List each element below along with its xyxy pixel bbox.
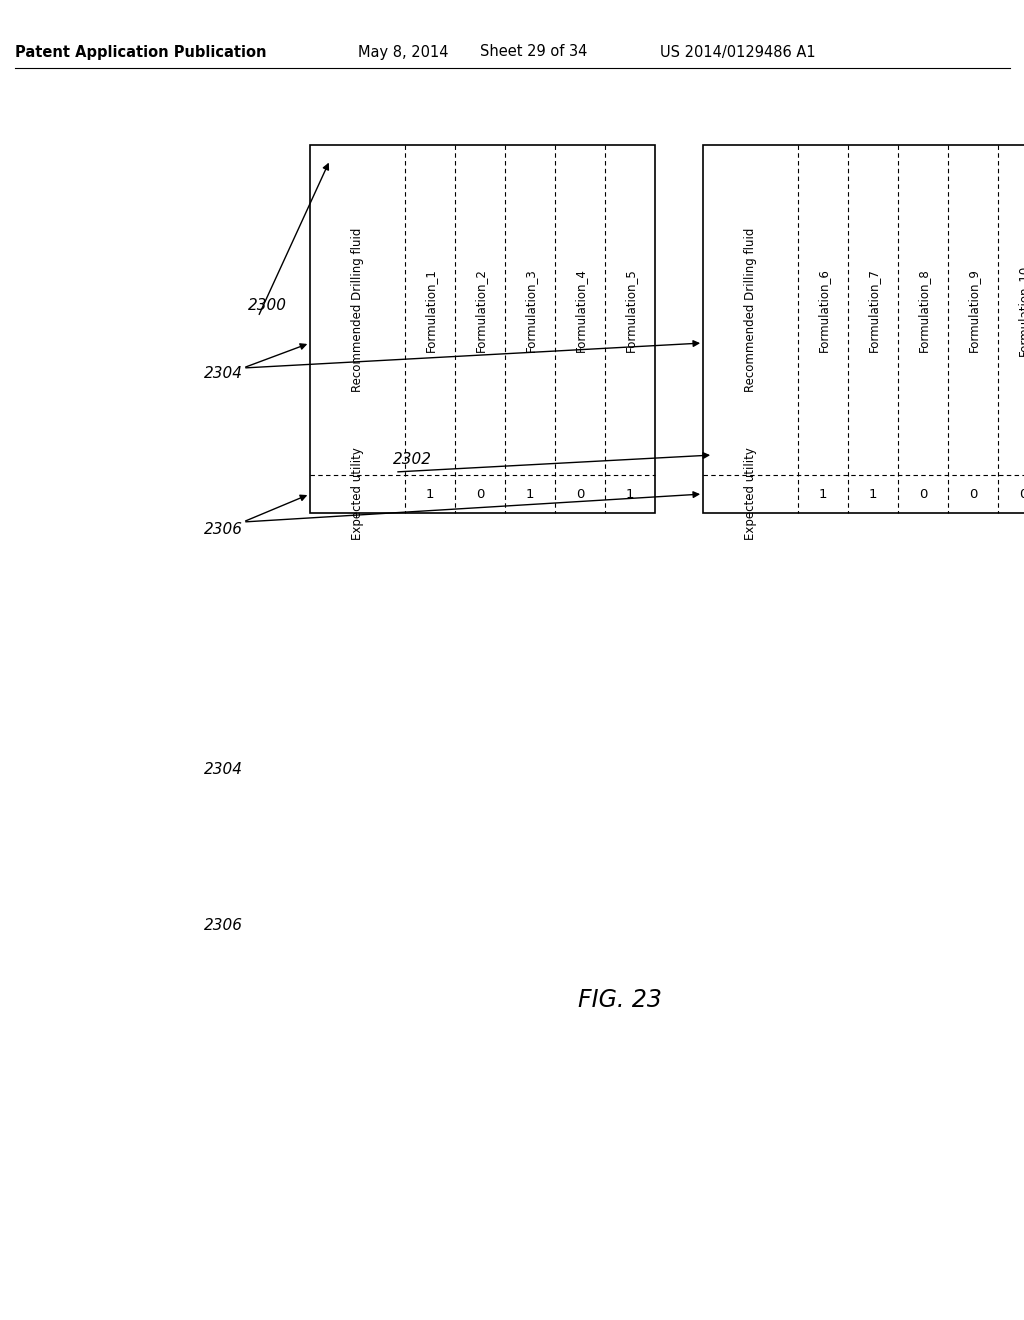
Text: 1: 1 bbox=[525, 487, 535, 500]
Text: 0: 0 bbox=[575, 487, 584, 500]
Text: Sheet 29 of 34: Sheet 29 of 34 bbox=[480, 45, 588, 59]
Text: US 2014/0129486 A1: US 2014/0129486 A1 bbox=[660, 45, 816, 59]
Text: Formulation_2: Formulation_2 bbox=[473, 268, 486, 352]
Text: FIG. 23: FIG. 23 bbox=[579, 987, 662, 1012]
Text: 0: 0 bbox=[476, 487, 484, 500]
Text: 2306: 2306 bbox=[204, 917, 243, 932]
Text: Formulation_6: Formulation_6 bbox=[816, 268, 829, 352]
Text: Formulation_8: Formulation_8 bbox=[916, 268, 930, 352]
Text: 1: 1 bbox=[819, 487, 827, 500]
Text: Expected utility: Expected utility bbox=[744, 447, 757, 540]
Text: May 8, 2014: May 8, 2014 bbox=[358, 45, 449, 59]
Bar bbox=[310, 145, 655, 513]
Text: Formulation_7: Formulation_7 bbox=[866, 268, 880, 352]
Text: 0: 0 bbox=[969, 487, 977, 500]
Text: 0: 0 bbox=[919, 487, 927, 500]
Bar bbox=[703, 145, 1024, 513]
Text: 1: 1 bbox=[868, 487, 878, 500]
Text: Patent Application Publication: Patent Application Publication bbox=[15, 45, 266, 59]
Text: 2304: 2304 bbox=[204, 366, 243, 380]
Text: 1: 1 bbox=[426, 487, 434, 500]
Text: Formulation_4: Formulation_4 bbox=[573, 268, 587, 352]
Text: Formulation_3: Formulation_3 bbox=[523, 268, 537, 352]
Text: Formulation_9: Formulation_9 bbox=[967, 268, 980, 352]
Text: Recommended Drilling fluid: Recommended Drilling fluid bbox=[351, 228, 364, 392]
Text: Expected utility: Expected utility bbox=[351, 447, 364, 540]
Text: 2302: 2302 bbox=[393, 453, 432, 467]
Text: Formulation_1: Formulation_1 bbox=[424, 268, 436, 352]
Text: 1: 1 bbox=[626, 487, 634, 500]
Text: 2304: 2304 bbox=[204, 762, 243, 776]
Text: Formulation_5: Formulation_5 bbox=[624, 268, 637, 352]
Text: 2300: 2300 bbox=[248, 297, 287, 313]
Text: 2306: 2306 bbox=[204, 521, 243, 536]
Text: Recommended Drilling fluid: Recommended Drilling fluid bbox=[744, 228, 757, 392]
Text: 0: 0 bbox=[1019, 487, 1024, 500]
Text: Formulation_10: Formulation_10 bbox=[1017, 264, 1024, 355]
